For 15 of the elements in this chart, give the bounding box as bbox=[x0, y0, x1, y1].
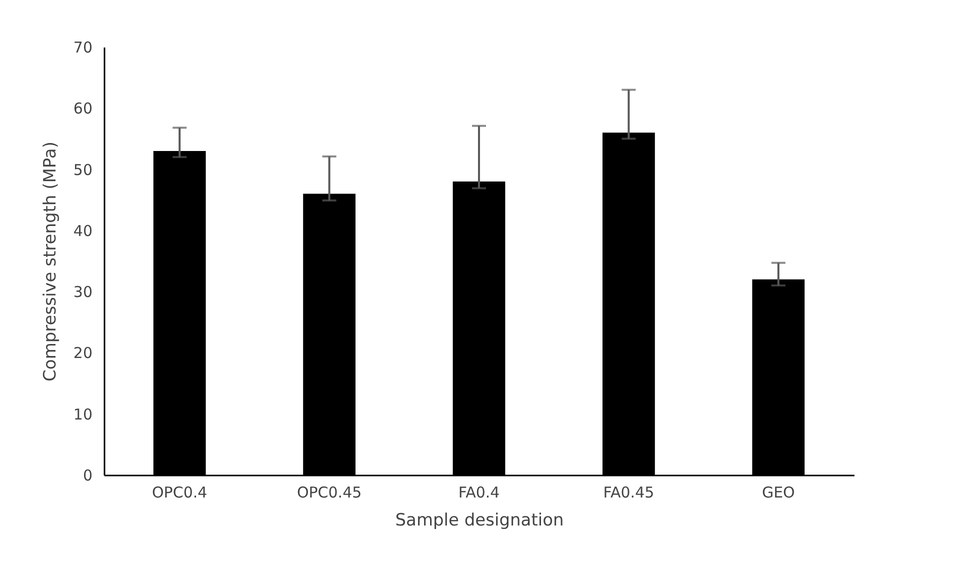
x-tick-label: OPC0.45 bbox=[296, 484, 362, 502]
y-axis-title: Compressive strength (MPa) bbox=[40, 142, 60, 382]
x-tick-label: FA0.45 bbox=[603, 484, 654, 502]
x-tick-label: FA0.4 bbox=[458, 484, 500, 502]
y-tick-label: 70 bbox=[73, 38, 92, 56]
y-tick-label: 30 bbox=[73, 283, 92, 302]
y-tick-label: 0 bbox=[82, 466, 92, 484]
x-tick-label: OPC0.4 bbox=[152, 484, 208, 502]
y-tick-label: 10 bbox=[73, 405, 92, 424]
y-tick-label: 40 bbox=[73, 222, 92, 240]
y-tick-label: 60 bbox=[73, 100, 92, 118]
x-tick-label: GEO bbox=[762, 484, 795, 502]
y-tick-label: 50 bbox=[73, 160, 92, 179]
y-tick-label: 20 bbox=[73, 344, 92, 362]
x-axis-title: Sample designation bbox=[395, 510, 564, 530]
